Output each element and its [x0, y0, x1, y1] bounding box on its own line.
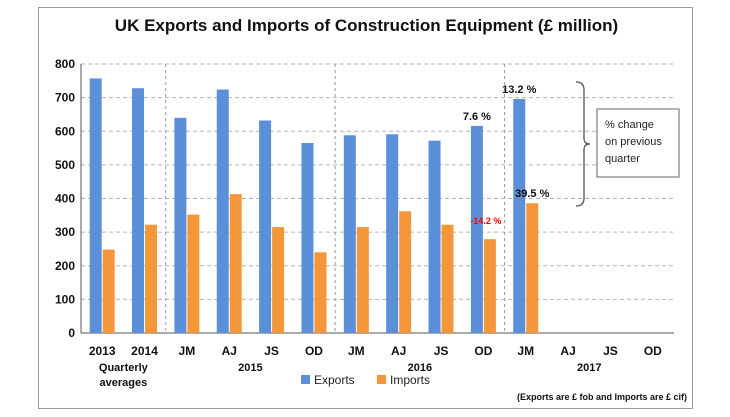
x-tick-label: AJ: [391, 344, 406, 358]
bar-imports: [356, 227, 369, 333]
callout-text: quarter: [605, 153, 640, 165]
group-label: 2016: [408, 362, 432, 374]
bar-imports: [102, 249, 115, 333]
x-tick-label: JM: [517, 344, 534, 358]
y-tick-label: 100: [55, 292, 75, 306]
x-tick-label: OD: [644, 344, 662, 358]
bar-exports: [513, 98, 526, 333]
data-annotation: 13.2 %: [502, 84, 536, 96]
group-label: 2017: [577, 362, 601, 374]
bar-imports: [229, 194, 242, 333]
bar-imports: [272, 227, 285, 333]
x-tick-label: JS: [264, 344, 279, 358]
group-label: averages: [99, 377, 147, 389]
bar-imports: [526, 203, 539, 333]
bar-exports: [174, 117, 187, 333]
x-tick-label: 2014: [131, 344, 158, 358]
legend-label-exports: Exports: [314, 373, 355, 387]
y-tick-label: 600: [55, 124, 75, 138]
y-tick-label: 0: [68, 326, 75, 340]
bar-exports: [259, 120, 272, 334]
y-tick-label: 400: [55, 192, 75, 206]
chart-svg: 0 100 200 300 400 500 600 700 800 2013 2014 JM AJ JS O…: [55, 57, 687, 402]
bar-imports: [187, 214, 200, 333]
chart-frame: UK Exports and Imports of Construction E…: [38, 7, 693, 409]
y-tick-label: 500: [55, 158, 75, 172]
x-tick-label: 2013: [89, 344, 116, 358]
x-tick-label: JM: [179, 344, 196, 358]
x-tick-label: OD: [474, 344, 492, 358]
x-tick-label: OD: [305, 344, 323, 358]
x-tick-label: AJ: [222, 344, 237, 358]
legend-swatch-exports: [301, 375, 310, 384]
bar-exports: [132, 88, 145, 334]
x-tick-label: JM: [348, 344, 365, 358]
group-label: 2015: [238, 362, 262, 374]
y-tick-label: 200: [55, 259, 75, 273]
bar-imports: [441, 224, 454, 333]
bar-imports: [483, 239, 496, 333]
callout-box: [596, 108, 680, 178]
chart-title: UK Exports and Imports of Construction E…: [114, 16, 619, 35]
bar-exports: [428, 140, 441, 333]
footnote: (Exports are £ fob and Imports are £ cif…: [517, 392, 687, 402]
y-tick-label: 700: [55, 91, 75, 105]
bar-imports: [399, 211, 412, 333]
bar-exports: [89, 78, 102, 334]
x-tick-label: JS: [603, 344, 618, 358]
bar-exports: [301, 143, 314, 333]
data-annotation: -14.2 %: [470, 216, 501, 226]
legend-label-imports: Imports: [390, 373, 430, 387]
bar-imports: [314, 252, 327, 333]
legend-swatch-imports: [377, 375, 386, 384]
data-annotation: 39.5 %: [515, 188, 549, 200]
callout-text: % change: [605, 119, 654, 131]
bar-exports: [216, 89, 229, 334]
x-tick-label: JS: [434, 344, 449, 358]
x-tick-label: AJ: [560, 344, 575, 358]
bar-exports: [343, 135, 356, 333]
bar-exports: [386, 134, 399, 333]
callout-brace: [575, 81, 591, 207]
y-tick-label: 300: [55, 225, 75, 239]
data-annotation: 7.6 %: [463, 111, 491, 123]
callout-text: on previous: [605, 136, 662, 148]
bar-exports: [470, 125, 483, 334]
bar-imports: [145, 224, 158, 333]
y-tick-label: 800: [55, 57, 75, 71]
group-label: Quarterly: [99, 362, 149, 374]
